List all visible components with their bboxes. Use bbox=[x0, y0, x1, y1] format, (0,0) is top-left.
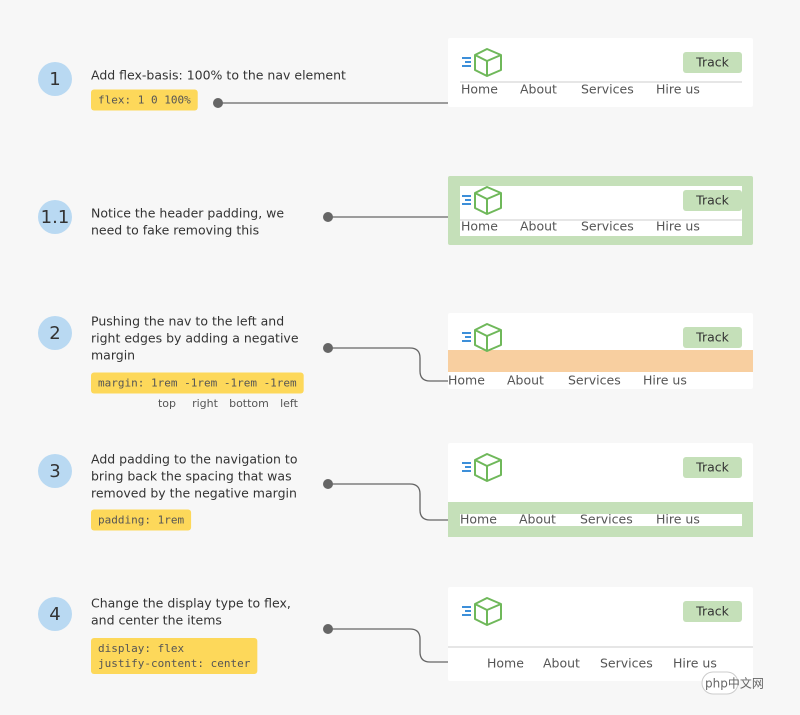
track-button[interactable] bbox=[683, 601, 742, 622]
track-button[interactable] bbox=[683, 190, 742, 211]
nav-link[interactable]: About bbox=[520, 82, 557, 97]
nav-link[interactable]: About bbox=[520, 219, 557, 234]
connector-dot bbox=[323, 479, 333, 489]
track-button[interactable] bbox=[683, 327, 742, 348]
code-box bbox=[91, 509, 192, 531]
logo-box bbox=[474, 186, 502, 215]
mockup-card bbox=[448, 587, 753, 681]
step-description: margin bbox=[91, 348, 135, 363]
nav-link[interactable]: Home bbox=[460, 512, 497, 527]
nav-link[interactable]: Home bbox=[487, 656, 524, 671]
track-label: Track bbox=[695, 460, 729, 475]
watermark-badge bbox=[701, 671, 739, 695]
code-text: justify-content: center bbox=[98, 657, 251, 670]
code-box bbox=[91, 638, 258, 674]
connector bbox=[328, 628, 448, 663]
margin-label: top bbox=[158, 397, 176, 410]
step-circle bbox=[38, 597, 72, 631]
step-number: 1 bbox=[49, 69, 60, 90]
connector-dot bbox=[323, 624, 333, 634]
nav-link[interactable]: About bbox=[543, 656, 580, 671]
logo-box bbox=[474, 48, 502, 77]
nav-link[interactable]: Services bbox=[600, 656, 653, 671]
nav-link[interactable]: Hire us bbox=[643, 373, 687, 388]
step-description: Pushing the nav to the left and bbox=[91, 314, 284, 329]
connector-dot bbox=[323, 212, 333, 222]
step-description: bring back the spacing that was bbox=[91, 469, 292, 484]
code-text: display: flex bbox=[98, 642, 184, 655]
track-button[interactable] bbox=[683, 457, 742, 478]
track-label: Track bbox=[695, 330, 729, 345]
margin-label: left bbox=[280, 397, 299, 410]
step-circle bbox=[38, 200, 72, 234]
nav-link[interactable]: Home bbox=[448, 373, 485, 388]
step-circle bbox=[38, 62, 72, 96]
nav-inner bbox=[460, 514, 742, 526]
nav-link[interactable]: Home bbox=[461, 219, 498, 234]
step-description: Add flex-basis: 100% to the nav element bbox=[91, 68, 346, 83]
nav-link[interactable]: Hire us bbox=[656, 512, 700, 527]
nav-link[interactable]: About bbox=[507, 373, 544, 388]
nav-margin bbox=[448, 350, 753, 372]
step-description: need to fake removing this bbox=[91, 223, 259, 238]
code-text: padding: 1rem bbox=[98, 514, 184, 527]
track-label: Track bbox=[695, 604, 729, 619]
step-number: 4 bbox=[49, 604, 60, 625]
step-description: and center the items bbox=[91, 613, 222, 628]
nav-link[interactable]: Hire us bbox=[656, 219, 700, 234]
track-button[interactable] bbox=[683, 52, 742, 73]
step-circle bbox=[38, 316, 72, 350]
nav-link[interactable]: Services bbox=[581, 82, 634, 97]
connector bbox=[328, 483, 460, 521]
margin-label: right bbox=[192, 397, 219, 410]
step-description: right edges by adding a negative bbox=[91, 331, 299, 346]
code-box bbox=[91, 89, 198, 111]
nav-link[interactable]: Services bbox=[568, 373, 621, 388]
nav-link[interactable]: Home bbox=[461, 82, 498, 97]
watermark: php中文网 bbox=[705, 676, 764, 691]
step-number: 1.1 bbox=[41, 207, 70, 228]
track-label: Track bbox=[695, 55, 729, 70]
track-label: Track bbox=[695, 193, 729, 208]
mockup-card bbox=[448, 38, 753, 107]
connector bbox=[328, 347, 448, 382]
nav-link[interactable]: Services bbox=[581, 219, 634, 234]
step-description: Add padding to the navigation to bbox=[91, 452, 297, 467]
code-text: margin: 1rem -1rem -1rem -1rem bbox=[98, 377, 297, 390]
step-number: 2 bbox=[49, 323, 60, 344]
code-box bbox=[91, 372, 304, 394]
step-description: Notice the header padding, we bbox=[91, 206, 284, 221]
connector-dot bbox=[323, 343, 333, 353]
nav-link[interactable]: Hire us bbox=[656, 82, 700, 97]
nav-link[interactable]: Services bbox=[580, 512, 633, 527]
step-number: 3 bbox=[49, 461, 60, 482]
logo-box bbox=[474, 597, 502, 626]
step-circle bbox=[38, 454, 72, 488]
logo-box bbox=[474, 453, 502, 482]
margin-label: bottom bbox=[229, 397, 269, 410]
step-description: Change the display type to flex, bbox=[91, 596, 291, 611]
code-text: flex: 1 0 100% bbox=[98, 94, 191, 107]
logo-box bbox=[474, 323, 502, 352]
connector-dot bbox=[213, 98, 223, 108]
nav-link[interactable]: About bbox=[519, 512, 556, 527]
step-description: removed by the negative margin bbox=[91, 486, 297, 501]
nav-link[interactable]: Hire us bbox=[673, 656, 717, 671]
